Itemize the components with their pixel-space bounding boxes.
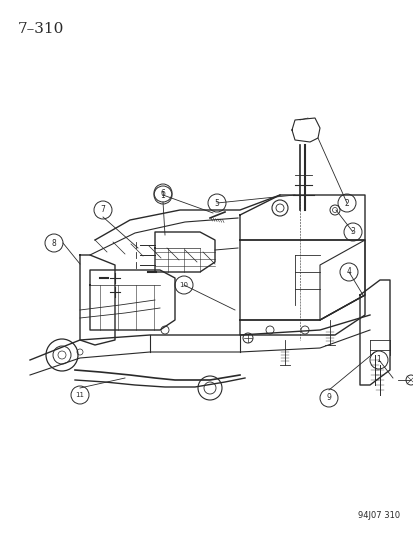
Text: 7–310: 7–310 — [18, 22, 64, 36]
Text: 1: 1 — [160, 190, 165, 199]
Text: 9: 9 — [326, 393, 331, 402]
Text: 2: 2 — [344, 198, 349, 207]
Text: 11: 11 — [75, 392, 84, 398]
Text: 5: 5 — [214, 198, 219, 207]
Text: 10: 10 — [179, 282, 188, 288]
Text: 1: 1 — [376, 356, 380, 365]
Text: 6: 6 — [160, 189, 165, 198]
Text: 3: 3 — [350, 228, 355, 237]
Text: 8: 8 — [52, 238, 56, 247]
Text: 4: 4 — [346, 268, 351, 277]
Text: 7: 7 — [100, 206, 105, 214]
Text: 94J07 310: 94J07 310 — [357, 511, 399, 520]
